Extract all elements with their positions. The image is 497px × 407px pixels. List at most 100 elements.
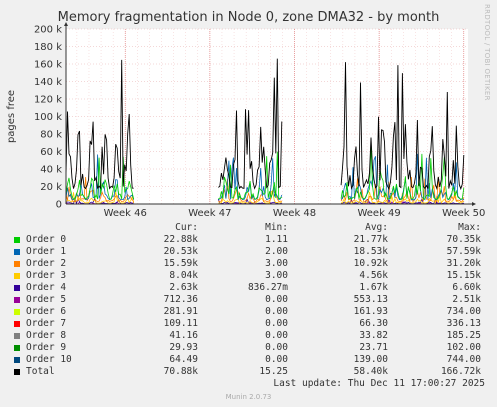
legend-name: Order 1 (26, 246, 67, 257)
series-line-order-0 (65, 145, 465, 200)
legend-row: Order 6 281.91 0.00 161.93 734.00 (14, 306, 494, 318)
legend-avg: 10.92k (353, 258, 388, 269)
legend-swatch (14, 369, 20, 375)
x-axis-arrow (472, 202, 476, 206)
y-tick-label: 160 k (34, 60, 62, 71)
legend-cur: 8.04k (169, 270, 198, 281)
y-tick-label: 180 k (34, 42, 62, 53)
series-line-total (65, 58, 465, 191)
legend-avg: 66.30 (359, 318, 388, 329)
legend: Cur: Min: Avg: Max: Order 0 22.88k 1.11 21.… (14, 222, 494, 378)
legend-max: 15.15k (446, 270, 481, 281)
legend-min: 2.00 (265, 246, 288, 257)
legend-avg: 18.53k (353, 246, 388, 257)
y-axis-label: pages free (6, 90, 17, 143)
y-tick-label: 120 k (34, 95, 62, 106)
legend-row: Order 8 41.16 0.00 33.82 185.25 (14, 330, 494, 342)
legend-min: 0.00 (265, 306, 288, 317)
legend-swatch (14, 321, 20, 327)
legend-max: 744.00 (446, 354, 481, 365)
legend-max: 31.20k (446, 258, 481, 269)
x-tick-label: Week 50 (442, 208, 485, 219)
legend-min: 0.00 (265, 318, 288, 329)
legend-cur: 70.88k (163, 366, 198, 377)
y-tick-label: 60 k (40, 147, 62, 158)
legend-max: 166.72k (440, 366, 481, 377)
legend-avg: 21.77k (353, 234, 388, 245)
legend-row: Order 5 712.36 0.00 553.13 2.51k (14, 294, 494, 306)
legend-name: Order 7 (26, 318, 67, 329)
legend-cur: 15.59k (163, 258, 198, 269)
legend-name: Order 9 (26, 342, 67, 353)
legend-max: 185.25 (446, 330, 481, 341)
legend-max: 2.51k (452, 294, 481, 305)
legend-swatch (14, 333, 20, 339)
y-tick-label: 20 k (40, 182, 62, 193)
legend-cur: 2.63k (169, 282, 198, 293)
legend-avg: 139.00 (353, 354, 388, 365)
x-tick-label: Week 49 (357, 208, 400, 219)
legend-name: Order 3 (26, 270, 67, 281)
legend-swatch (14, 261, 20, 267)
legend-name: Order 10 (26, 354, 72, 365)
legend-min: 15.25 (259, 366, 288, 377)
header-min: Min: (265, 222, 288, 233)
legend-swatch (14, 237, 20, 243)
y-tick-label: 0 (56, 200, 62, 211)
y-tick-label: 100 k (34, 112, 62, 123)
legend-avg: 33.82 (359, 330, 388, 341)
legend-avg: 58.40k (353, 366, 388, 377)
legend-name: Order 2 (26, 258, 67, 269)
legend-avg: 161.93 (353, 306, 388, 317)
legend-name: Order 4 (26, 282, 67, 293)
legend-cur: 109.11 (163, 318, 198, 329)
legend-swatch (14, 273, 20, 279)
y-tick-label: 80 k (40, 130, 62, 141)
legend-min: 0.00 (265, 294, 288, 305)
legend-row: Order 9 29.93 0.00 23.71 102.00 (14, 342, 494, 354)
legend-cur: 64.49 (169, 354, 198, 365)
legend-avg: 1.67k (359, 282, 388, 293)
legend-max: 336.13 (446, 318, 481, 329)
legend-max: 57.59k (446, 246, 481, 257)
legend-cur: 22.88k (163, 234, 198, 245)
legend-min: 1.11 (265, 234, 288, 245)
legend-avg: 23.71 (359, 342, 388, 353)
legend-cur: 29.93 (169, 342, 198, 353)
legend-name: Order 6 (26, 306, 67, 317)
legend-max: 734.00 (446, 306, 481, 317)
legend-avg: 4.56k (359, 270, 388, 281)
legend-swatch (14, 249, 20, 255)
chart-area: 0 20 k 40 k 60 k 80 k 100 k 120 k 140 k 160 k 180… (6, 22, 485, 219)
legend-avg: 553.13 (353, 294, 388, 305)
legend-min: 0.00 (265, 342, 288, 353)
legend-cur: 712.36 (163, 294, 198, 305)
legend-min: 0.00 (265, 354, 288, 365)
header-cur: Cur: (175, 222, 198, 233)
rrdtool-watermark: RRDTOOL / TOBI OETIKER (483, 4, 491, 101)
munin-version: Munin 2.0.73 (225, 393, 272, 401)
x-tick-label: Week 48 (273, 208, 316, 219)
legend-cur: 281.91 (163, 306, 198, 317)
legend-name: Order 0 (26, 234, 67, 245)
legend-name: Order 5 (26, 294, 67, 305)
legend-header: Cur: Min: Avg: Max: (14, 222, 494, 234)
legend-max: 102.00 (446, 342, 481, 353)
series-line-order-3 (65, 190, 465, 204)
legend-row: Order 1 20.53k 2.00 18.53k 57.59k (14, 246, 494, 258)
legend-swatch (14, 297, 20, 303)
y-tick-label: 200 k (34, 25, 62, 36)
y-tick-label: 140 k (34, 77, 62, 88)
header-max: Max: (458, 222, 481, 233)
legend-row: Order 2 15.59k 3.00 10.92k 31.20k (14, 258, 494, 270)
legend-row: Order 10 64.49 0.00 139.00 744.00 (14, 354, 494, 366)
x-tick-label: Week 46 (104, 208, 147, 219)
legend-min: 3.00 (265, 258, 288, 269)
legend-swatch (14, 285, 20, 291)
legend-name: Order 8 (26, 330, 67, 341)
x-tick-label: Week 47 (188, 208, 231, 219)
legend-swatch (14, 309, 20, 315)
legend-row: Order 7 109.11 0.00 66.30 336.13 (14, 318, 494, 330)
legend-min: 3.00 (265, 270, 288, 281)
header-avg: Avg: (365, 222, 388, 233)
